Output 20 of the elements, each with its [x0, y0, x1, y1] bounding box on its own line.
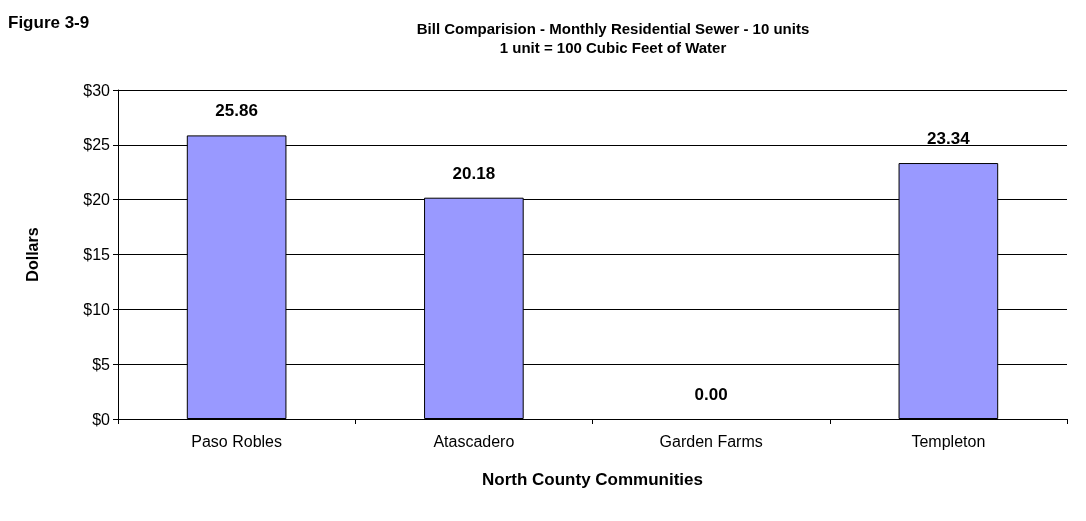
- data-label: 20.18: [452, 163, 496, 183]
- chart-subtitle: 1 unit = 100 Cubic Feet of Water: [499, 39, 727, 56]
- caption: Figure 3-9: [8, 13, 90, 32]
- y-tick-label: $15: [83, 246, 111, 263]
- y-tick-label: $30: [83, 81, 111, 99]
- x-tick-label: Templeton: [911, 432, 986, 450]
- data-label: 23.34: [927, 129, 971, 149]
- y-tick-label: $5: [92, 355, 111, 373]
- x-tick-label: Garden Farms: [659, 432, 763, 450]
- y-tick-label: $10: [83, 300, 111, 318]
- y-tick-label: $25: [83, 136, 111, 154]
- y-tick-label: $20: [83, 191, 111, 209]
- data-label: 0.00: [694, 385, 728, 404]
- chart-title: Bill Comparision - Monthly Residential Sewer - 10 units: [416, 20, 810, 37]
- y-tick-label: $0: [92, 410, 111, 428]
- x-axis-title: North County Communities: [482, 470, 703, 489]
- x-tick-label: Paso Robles: [191, 432, 282, 450]
- x-tick-label: Atascadero: [433, 432, 515, 450]
- y-axis-title: Dollars: [23, 227, 41, 282]
- data-label: 25.86: [215, 101, 258, 121]
